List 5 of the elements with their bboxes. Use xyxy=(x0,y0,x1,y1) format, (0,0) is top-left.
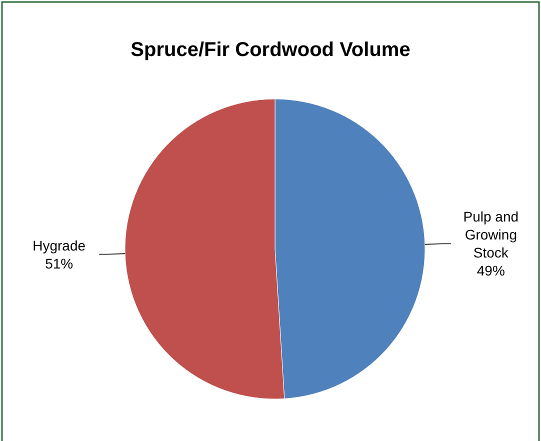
slice-label: Hygrade xyxy=(32,237,86,254)
chart-title: Spruce/Fir Cordwood Volume xyxy=(130,39,410,61)
data-label: 49% xyxy=(476,262,505,279)
data-label: 51% xyxy=(45,255,74,272)
slice-label: Pulp and Growing Stock xyxy=(463,208,519,261)
